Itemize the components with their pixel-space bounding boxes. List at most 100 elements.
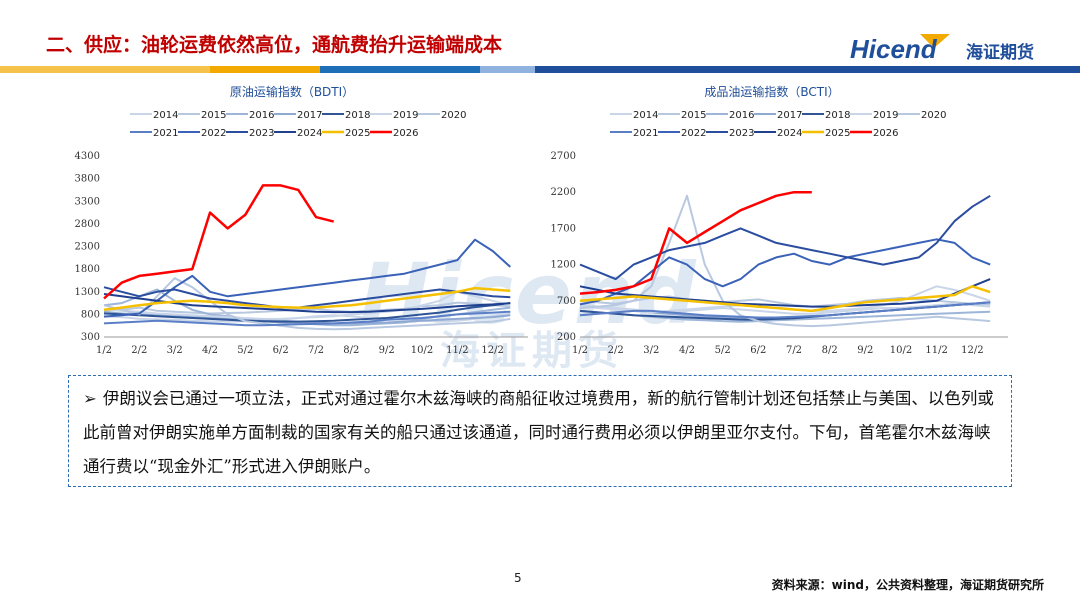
series-line-2025 — [103, 286, 511, 312]
legend-label-2015: 2015 — [681, 110, 706, 121]
y-tick-label: 1200 — [551, 260, 576, 271]
y-tick-label: 200 — [557, 332, 576, 343]
legend-label-2021: 2021 — [633, 128, 658, 139]
x-tick-label: 6/2 — [273, 345, 289, 356]
header-bar-light — [480, 66, 535, 73]
x-tick-label: 7/2 — [786, 345, 802, 356]
chart-title: 原油运输指数（BDTI） — [230, 84, 354, 99]
x-tick-label: 12/2 — [481, 345, 503, 356]
x-tick-label: 4/2 — [679, 345, 695, 356]
x-tick-label: 10/2 — [411, 345, 433, 356]
legend-label-2022: 2022 — [201, 128, 226, 139]
x-tick-label: 1/2 — [572, 345, 588, 356]
legend-label-2020: 2020 — [921, 110, 946, 121]
x-tick-label: 4/2 — [202, 345, 218, 356]
x-tick-label: 8/2 — [822, 345, 838, 356]
legend-label-2014: 2014 — [633, 110, 658, 121]
y-tick-label: 700 — [557, 296, 576, 307]
watermark-cn: 海证期货 — [440, 328, 624, 374]
y-tick-label: 1300 — [75, 287, 100, 298]
legend-label-2026: 2026 — [873, 128, 898, 139]
y-tick-label: 2200 — [551, 187, 576, 198]
x-tick-label: 5/2 — [237, 345, 253, 356]
chart-title: 成品油运输指数（BCTI） — [704, 84, 839, 99]
legend-label-2018: 2018 — [345, 110, 370, 121]
legend-label-2023: 2023 — [729, 128, 754, 139]
legend-label-2023: 2023 — [249, 128, 274, 139]
y-tick-label: 1800 — [75, 264, 100, 275]
legend-label-2017: 2017 — [777, 110, 802, 121]
note-text: 伊朗议会已通过一项立法，正式对通过霍尔木兹海峡的商船征收过境费用，新的航行管制计… — [83, 389, 994, 476]
legend-label-2016: 2016 — [729, 110, 754, 121]
x-tick-label: 6/2 — [750, 345, 766, 356]
header-bar-blue — [320, 66, 480, 73]
x-tick-label: 2/2 — [131, 345, 147, 356]
x-tick-label: 7/2 — [308, 345, 324, 356]
legend-label-2025: 2025 — [825, 128, 850, 139]
series-line-2020 — [103, 277, 511, 331]
header-bar-navy — [535, 66, 1080, 73]
logo-cn: 海证期货 — [966, 42, 1034, 63]
legend-label-2024: 2024 — [297, 128, 322, 139]
logo-text: Hicend — [850, 34, 938, 64]
legend-label-2024: 2024 — [777, 128, 802, 139]
x-tick-label: 10/2 — [890, 345, 912, 356]
y-tick-label: 4300 — [75, 151, 100, 162]
header-bar-orange — [0, 66, 210, 73]
legend-label-2025: 2025 — [345, 128, 370, 139]
x-tick-label: 11/2 — [925, 345, 947, 356]
legend-label-2022: 2022 — [681, 128, 706, 139]
source-note: 资料来源：wind，公共资料整理，海证期货研究所 — [771, 578, 1044, 592]
x-tick-label: 9/2 — [857, 345, 873, 356]
y-tick-label: 2700 — [551, 151, 576, 162]
series-line-2021 — [579, 301, 991, 319]
x-tick-label: 9/2 — [379, 345, 395, 356]
series-line-2021 — [103, 310, 511, 327]
series-line-2025 — [579, 285, 991, 313]
legend-label-2014: 2014 — [153, 110, 178, 121]
legend-label-2021: 2021 — [153, 128, 178, 139]
legend-label-2018: 2018 — [825, 110, 850, 121]
page-number: 5 — [514, 571, 522, 585]
legend-label-2026: 2026 — [393, 128, 418, 139]
y-tick-label: 2300 — [75, 242, 100, 253]
x-tick-label: 12/2 — [961, 345, 983, 356]
legend-label-2019: 2019 — [873, 110, 898, 121]
series-line-2024 — [579, 278, 991, 308]
legend-label-2017: 2017 — [297, 110, 322, 121]
series-line-2015 — [103, 301, 511, 315]
legend-label-2019: 2019 — [393, 110, 418, 121]
logo-sail-icon — [920, 34, 950, 48]
series-line-2018 — [103, 302, 511, 323]
series-line-2023 — [579, 194, 991, 281]
series-line-2019 — [103, 290, 511, 320]
series-line-2020 — [579, 194, 991, 328]
legend-label-2020: 2020 — [441, 110, 466, 121]
header-bar-yellow — [210, 66, 320, 73]
x-tick-label: 11/2 — [446, 345, 468, 356]
logo: Hicend 海证期货 — [850, 30, 1050, 68]
y-tick-label: 3300 — [75, 196, 100, 207]
y-tick-label: 800 — [81, 309, 100, 320]
y-tick-label: 1700 — [551, 223, 576, 234]
note-box: ➢ 伊朗议会已通过一项立法，正式对通过霍尔木兹海峡的商船征收过境费用，新的航行管制… — [68, 375, 1012, 487]
series-line-2022 — [579, 238, 991, 306]
x-tick-label: 1/2 — [96, 345, 112, 356]
x-tick-label: 5/2 — [715, 345, 731, 356]
x-tick-label: 8/2 — [343, 345, 359, 356]
legend-label-2016: 2016 — [249, 110, 274, 121]
x-tick-label: 3/2 — [643, 345, 659, 356]
y-tick-label: 2800 — [75, 219, 100, 230]
legend-label-2015: 2015 — [201, 110, 226, 121]
x-tick-label: 3/2 — [167, 345, 183, 356]
bdti-chart: 原油运输指数（BDTI） 2014 2015 2016 2017 2018 2019 2020… — [75, 84, 528, 356]
y-tick-label: 3800 — [75, 174, 100, 185]
page-title: 二、供应：油轮运费依然高位，通航费抬升运输端成本 — [46, 34, 503, 56]
arrow-bullet-icon: ➢ — [83, 389, 97, 408]
y-tick-label: 300 — [81, 332, 100, 343]
series-line-2026 — [103, 184, 335, 300]
x-tick-label: 2/2 — [608, 345, 624, 356]
bcti-chart: 成品油运输指数（BCTI） 2014 2015 2016 2017 2018 2019 202… — [551, 84, 1008, 356]
series-line-2022 — [103, 238, 511, 318]
series-line-2026 — [579, 190, 812, 295]
